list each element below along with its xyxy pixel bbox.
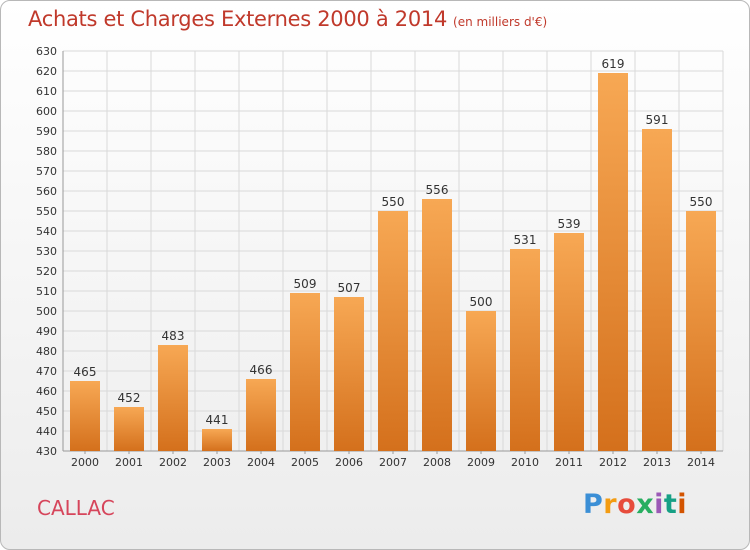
bar-value-label: 441	[206, 413, 229, 427]
bar-value-label: 465	[74, 365, 97, 379]
bar-2008	[422, 199, 452, 451]
y-tick-label: 500	[36, 305, 57, 318]
bar-value-label: 452	[118, 391, 141, 405]
y-tick-label: 570	[36, 165, 57, 178]
bar-value-label: 539	[558, 217, 581, 231]
y-tick-label: 630	[36, 45, 57, 58]
y-tick-label: 510	[36, 285, 57, 298]
y-tick-label: 580	[36, 145, 57, 158]
x-tick-label: 2011	[555, 456, 583, 469]
bar-2014	[686, 211, 716, 451]
bar-value-label: 591	[646, 113, 669, 127]
x-tick-label: 2012	[599, 456, 627, 469]
x-tick-label: 2006	[335, 456, 363, 469]
y-tick-label: 430	[36, 445, 57, 458]
x-tick-label: 2003	[203, 456, 231, 469]
bar-2011	[554, 233, 584, 451]
bar-2010	[510, 249, 540, 451]
x-tick-label: 2001	[115, 456, 143, 469]
y-tick-label: 540	[36, 225, 57, 238]
x-tick-label: 2005	[291, 456, 319, 469]
bar-2012	[598, 73, 628, 451]
x-tick-label: 2010	[511, 456, 539, 469]
bar-value-label: 550	[382, 195, 405, 209]
y-tick-label: 560	[36, 185, 57, 198]
x-tick-label: 2013	[643, 456, 671, 469]
y-tick-label: 610	[36, 85, 57, 98]
bar-2009	[466, 311, 496, 451]
commune-name: CALLAC	[37, 496, 115, 520]
chart-title-block: Achats et Charges Externes 2000 à 2014 (e…	[28, 7, 547, 31]
y-tick-label: 450	[36, 405, 57, 418]
y-tick-label: 460	[36, 385, 57, 398]
bar-value-label: 550	[690, 195, 713, 209]
chart-title: Achats et Charges Externes 2000 à 2014	[28, 7, 448, 31]
bar-value-label: 556	[426, 183, 449, 197]
y-tick-label: 490	[36, 325, 57, 338]
bar-value-label: 619	[602, 57, 625, 71]
y-tick-label: 440	[36, 425, 57, 438]
y-tick-label: 590	[36, 125, 57, 138]
x-tick-label: 2007	[379, 456, 407, 469]
bar-2002	[158, 345, 188, 451]
y-tick-label: 600	[36, 105, 57, 118]
bar-value-label: 500	[470, 295, 493, 309]
bar-value-label: 507	[338, 281, 361, 295]
y-tick-label: 530	[36, 245, 57, 258]
bar-2001	[114, 407, 144, 451]
y-tick-label: 550	[36, 205, 57, 218]
bar-2007	[378, 211, 408, 451]
bar-layer	[70, 73, 716, 451]
bar-2013	[642, 129, 672, 451]
bar-value-label: 531	[514, 233, 537, 247]
x-tick-label: 2002	[159, 456, 187, 469]
x-tick-label: 2000	[71, 456, 99, 469]
y-tick-label: 520	[36, 265, 57, 278]
label-layer: 465 452 483 441 466 509 507 550 556 500 531 539 619 5…	[74, 57, 713, 427]
proxiti-logo: Proxiti	[583, 489, 688, 520]
bar-value-label: 466	[250, 363, 273, 377]
bar-2005	[290, 293, 320, 451]
y-tick-label: 470	[36, 365, 57, 378]
bar-value-label: 483	[162, 329, 185, 343]
x-tick-label: 2004	[247, 456, 275, 469]
bar-2004	[246, 379, 276, 451]
bar-2000	[70, 381, 100, 451]
axis-layer: 430 440 450 460 470 480 490 500 510 520 530 540 550 5…	[36, 45, 723, 469]
x-tick-label: 2014	[687, 456, 715, 469]
bar-2006	[334, 297, 364, 451]
x-tick-label: 2008	[423, 456, 451, 469]
bar-value-label: 509	[294, 277, 317, 291]
chart-unit: (en milliers d'€)	[453, 15, 548, 29]
y-tick-label: 480	[36, 345, 57, 358]
y-tick-label: 620	[36, 65, 57, 78]
x-tick-label: 2009	[467, 456, 495, 469]
bar-2003	[202, 429, 232, 451]
